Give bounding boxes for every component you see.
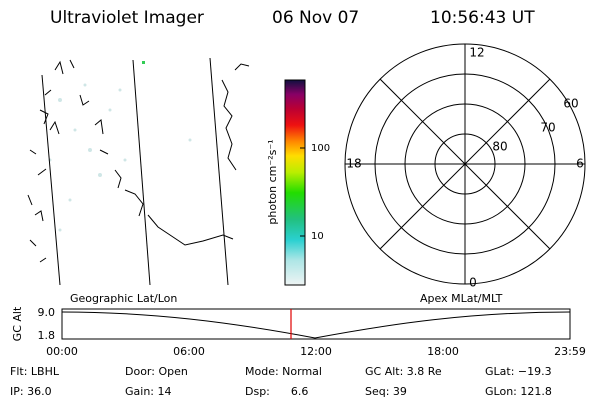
polar-label: 0	[469, 276, 477, 290]
alt-x-tick: 00:00	[46, 345, 78, 358]
alt-x-tick: 12:00	[300, 345, 332, 358]
info-field: Door: Open	[125, 365, 188, 378]
alt-curve	[61, 311, 571, 339]
info-field: IP: 36.0	[10, 385, 52, 398]
colorbar-tick: 10	[311, 231, 324, 242]
polar-label: 6	[576, 157, 584, 171]
info-field: GC Alt: 3.8 Re	[365, 365, 442, 378]
polar-label: 18	[346, 157, 361, 171]
alt-left-title: Geographic Lat/Lon	[70, 292, 177, 305]
alt-x-tick: 18:00	[427, 345, 459, 358]
time: 10:56:43 UT	[430, 8, 535, 28]
info-field: Mode: Normal	[245, 365, 322, 378]
alt-y-tick: 1.8	[38, 329, 56, 342]
date: 06 Nov 07	[272, 8, 359, 28]
info-field: Flt: LBHL	[10, 365, 60, 378]
polar-grid	[344, 43, 586, 285]
info-field: GLat: −19.3	[485, 365, 552, 378]
alt-y-tick: 9.0	[38, 306, 56, 319]
polar-label: 80	[492, 140, 507, 154]
colorbar-label: photon cm⁻²s⁻¹	[266, 139, 279, 224]
title: Ultraviolet Imager	[50, 8, 204, 28]
alt-frame	[61, 308, 571, 340]
info-field: Seq: 39	[365, 385, 407, 398]
colorbar-tick: 100	[311, 143, 330, 154]
info-field: Gain: 14	[125, 385, 172, 398]
map	[27, 57, 250, 286]
alt-x-tick: 06:00	[173, 345, 205, 358]
polar-label: 12	[469, 46, 484, 60]
alt-x-tick: 23:59	[554, 345, 586, 358]
polar-label: 70	[540, 121, 555, 135]
info-field: GLon: 121.8	[485, 385, 552, 398]
polar-label: 60	[563, 97, 578, 111]
info-field: Dsp: 6.6	[245, 385, 308, 398]
alt-y-label: GC Alt	[11, 306, 24, 341]
alt-right-title: Apex MLat/MLT	[420, 292, 503, 305]
colorbar	[284, 79, 306, 286]
